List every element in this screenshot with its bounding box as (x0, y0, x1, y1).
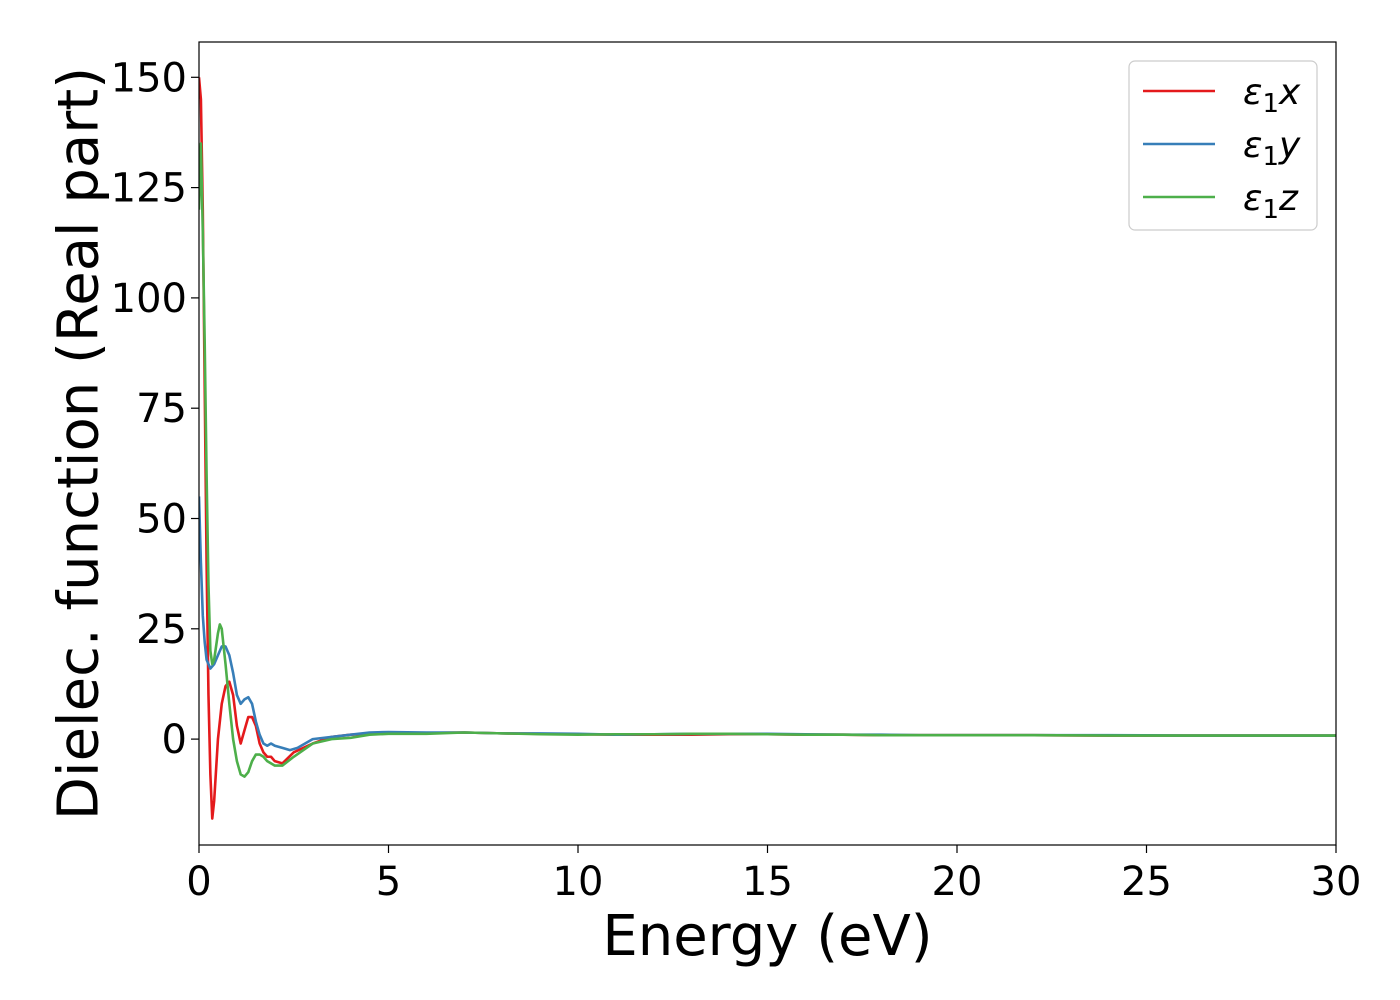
y-tick-label: 100 (111, 276, 187, 322)
y-tick-label: 25 (136, 607, 187, 653)
series-line-z (199, 142, 1336, 778)
x-tick-label: 25 (1121, 859, 1172, 905)
y-axis-label: Dielec. function (Real part) (47, 67, 112, 820)
x-tick-label: 20 (932, 859, 983, 905)
y-tick-label: 50 (136, 497, 187, 543)
legend: ε1x ε1y ε1z (1128, 60, 1318, 231)
legend-box (1128, 60, 1318, 231)
x-tick-label: 5 (376, 859, 401, 905)
x-axis-ticks: 0 5 10 15 20 25 30 (186, 845, 1361, 905)
y-axis-ticks: 0 25 50 75 100 125 150 (111, 55, 199, 763)
series-layer (199, 77, 1336, 820)
x-tick-label: 0 (186, 859, 211, 905)
series-line-y (199, 496, 1336, 752)
x-tick-label: 30 (1311, 859, 1362, 905)
x-axis-label: Energy (eV) (602, 904, 932, 969)
y-tick-label: 0 (162, 717, 187, 763)
x-tick-label: 10 (553, 859, 604, 905)
legend-label-x: ε1x (1243, 72, 1301, 119)
y-tick-label: 125 (111, 166, 187, 212)
y-tick-label: 75 (136, 386, 187, 432)
y-tick-label: 150 (111, 55, 187, 101)
legend-label-z: ε1z (1243, 178, 1299, 225)
x-tick-label: 15 (742, 859, 793, 905)
legend-label-y: ε1y (1243, 125, 1301, 172)
